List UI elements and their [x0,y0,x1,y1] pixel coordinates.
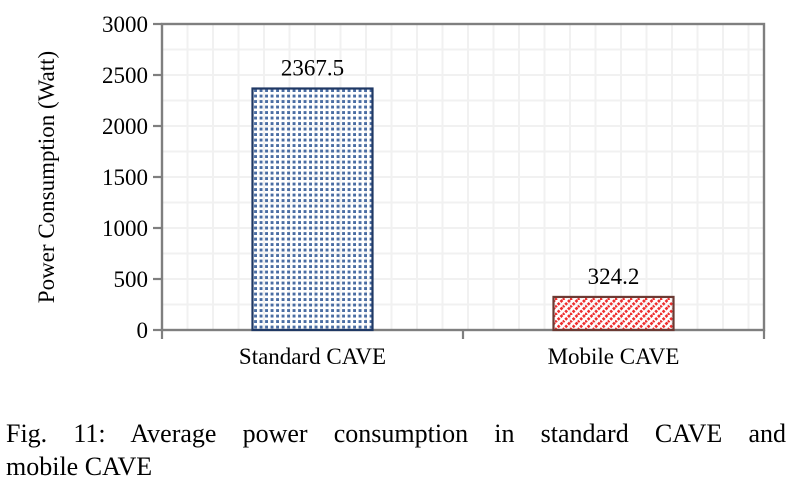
y-tick-label: 500 [114,267,149,292]
y-tick-label: 1000 [102,216,148,241]
y-axis-title: Power Consumption (Watt) [34,51,59,303]
bar-value-label: 2367.5 [281,56,344,81]
bar-standard-cave [251,87,374,332]
y-tick-label: 2500 [102,63,148,88]
figure-caption: Fig. 11: Average power consumption in st… [0,417,794,484]
caption-line-2: mobile CAVE [6,452,153,482]
axis-labels: 0 500 1000 1500 2000 2500 3000 Standard CAVE Mob… [102,12,679,369]
caption-line-1: Fig. 11: Average power consumption in st… [6,419,786,448]
y-tick-label: 0 [137,318,149,343]
bar-chart: 2367.5 324.2 0 500 1000 1500 2000 2500 3000 Stan… [34,12,766,369]
y-tick-label: 3000 [102,12,148,37]
bar-value-label: 324.2 [588,264,640,289]
bar-mobile-cave [552,295,675,332]
y-tick-label: 1500 [102,165,148,190]
y-tick-label: 2000 [102,114,148,139]
x-category-label: Mobile CAVE [548,344,680,369]
bars: 2367.5 324.2 [251,56,675,332]
axes [153,22,766,339]
x-category-label: Standard CAVE [239,344,386,369]
